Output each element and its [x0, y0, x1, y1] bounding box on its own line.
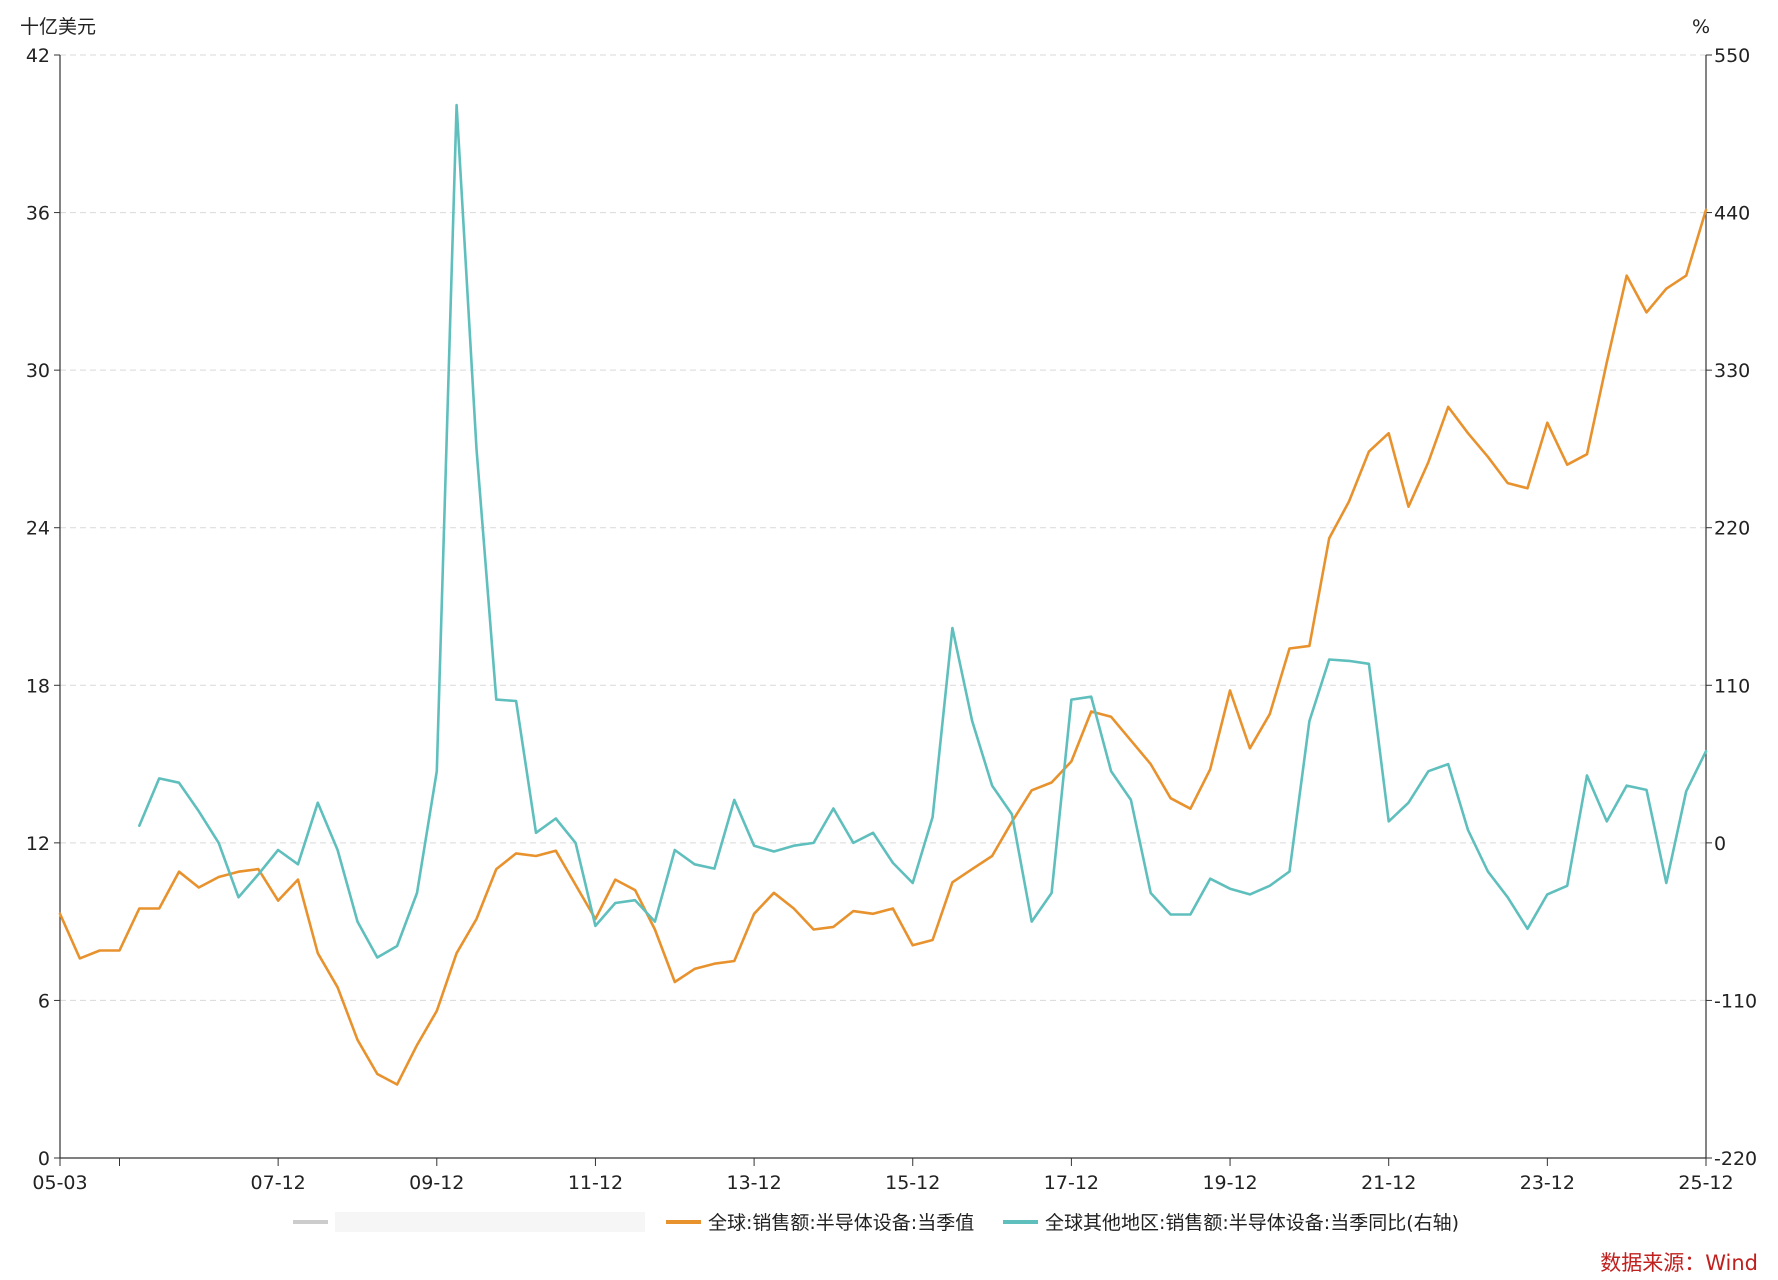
right-tick-label-0: -220: [1714, 1148, 1757, 1170]
legend: 全球:销售额:半导体设备:当季值 全球其他地区:销售额:半导体设备:当季同比(右…: [293, 1212, 1459, 1234]
x-tick-label-7: 19-12: [1202, 1172, 1257, 1194]
data-source: 数据来源：Wind: [1600, 1251, 1758, 1275]
left-tick-label-6: 36: [26, 203, 50, 225]
left-tick-label-3: 18: [26, 675, 50, 697]
x-tick-label-4: 13-12: [726, 1172, 781, 1194]
grid-lines: [60, 54, 1706, 1001]
right-tick-label-6: 440: [1714, 203, 1750, 225]
left-tick-label-5: 30: [26, 360, 50, 382]
legend-label-other-regions: 全球其他地区:销售额:半导体设备:当季同比(右轴): [1045, 1212, 1459, 1234]
left-tick-label-4: 24: [26, 518, 50, 540]
right-tick-label-4: 220: [1714, 518, 1750, 540]
x-tick-label-9: 23-12: [1520, 1172, 1575, 1194]
right-axis-unit: %: [1692, 16, 1710, 38]
x-tick-label-8: 21-12: [1361, 1172, 1416, 1194]
left-tick-label-7: 42: [26, 45, 50, 67]
axes: 0 6 12 18 24 30 36 42 -220 -110 0 110 220 330 440 550 05…: [26, 45, 1757, 1194]
legend-label-global: 全球:销售额:半导体设备:当季值: [708, 1212, 974, 1234]
left-tick-label-2: 12: [26, 833, 50, 855]
left-tick-label-0: 0: [38, 1148, 50, 1170]
right-tick-label-7: 550: [1714, 45, 1750, 67]
right-tick-label-3: 110: [1714, 675, 1750, 697]
x-tick-label-10: 25-12: [1678, 1172, 1733, 1194]
x-tick-label-5: 15-12: [885, 1172, 940, 1194]
right-tick-label-2: 0: [1714, 833, 1726, 855]
series-line-other-regions-yoy: [138, 103, 1708, 959]
left-tick-label-1: 6: [38, 990, 50, 1012]
right-tick-label-5: 330: [1714, 360, 1750, 382]
left-axis-unit: 十亿美元: [20, 16, 96, 38]
x-tick-label-1: 07-12: [251, 1172, 306, 1194]
x-tick-label-3: 11-12: [568, 1172, 623, 1194]
series-lines: [58, 103, 1708, 1086]
series-line-global-sales: [58, 208, 1708, 1086]
legend-blank-label: [335, 1212, 645, 1232]
x-tick-label-6: 17-12: [1044, 1172, 1099, 1194]
x-tick-label-2: 09-12: [409, 1172, 464, 1194]
x-tick-label-0: 05-03: [32, 1172, 87, 1194]
right-tick-label-1: -110: [1714, 990, 1757, 1012]
